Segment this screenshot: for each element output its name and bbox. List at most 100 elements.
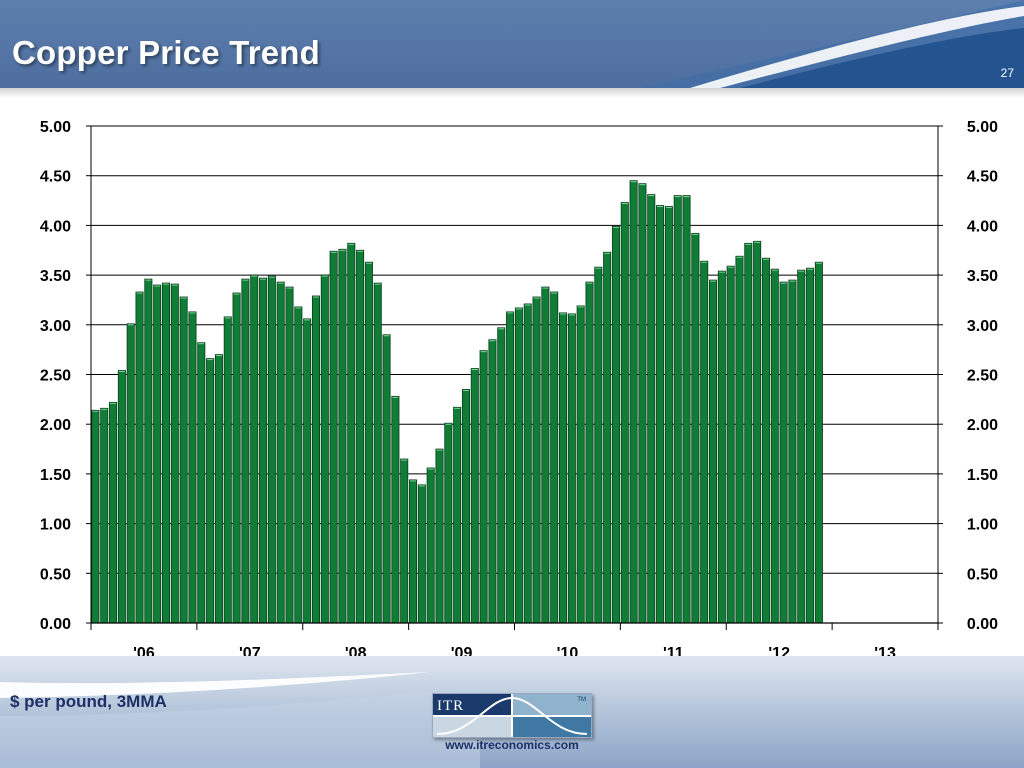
bar (735, 255, 744, 624)
y-tick-label-left: 0.00 (40, 616, 71, 633)
bar (188, 311, 197, 624)
copper-price-bar-chart: 0.00 0.50 1.00 1.50 2.00 2.50 3.00 3.50 4.00 4.50… (40, 119, 998, 662)
bar (135, 291, 144, 624)
bar (603, 251, 612, 624)
y-tick-label-right: 4.50 (967, 169, 998, 186)
bar (532, 296, 541, 624)
bar (691, 232, 700, 624)
y-tick-label-right: 5.00 (967, 119, 998, 136)
bar (417, 484, 426, 624)
bar (223, 316, 232, 624)
bar (206, 358, 215, 624)
bar (400, 458, 409, 624)
y-axis-left-labels: 0.00 0.50 1.00 1.50 2.00 2.50 3.00 3.50 4.00 4.50… (40, 119, 71, 633)
bar (214, 354, 223, 624)
bar (753, 240, 762, 624)
bar (708, 279, 718, 624)
bar (453, 406, 462, 624)
bar-series (91, 180, 823, 624)
bar (700, 260, 709, 624)
y-tick-label-right: 0.50 (967, 566, 998, 583)
bar (153, 284, 162, 624)
bar (126, 323, 135, 624)
bar (426, 467, 435, 624)
bar (444, 422, 453, 624)
bar (100, 407, 109, 624)
bar (117, 370, 126, 624)
bar (488, 339, 497, 624)
bar (303, 318, 312, 624)
bar (638, 183, 647, 624)
bar (550, 291, 559, 624)
slide-title: Copper Price Trend (12, 34, 321, 71)
bar (761, 257, 770, 624)
slide-footer: $ per pound, 3MMA ITR TM www.itreconomic… (0, 656, 1024, 768)
y-tick-label-left: 2.00 (40, 417, 71, 434)
footer-swoosh-decoration (0, 672, 480, 768)
logo-text: ITR (437, 698, 465, 714)
bar (373, 282, 382, 624)
bar (391, 395, 400, 624)
y-axis-right-labels: 0.00 0.50 1.00 1.50 2.00 2.50 3.00 3.50 4.00 4.50… (967, 119, 998, 633)
bar (91, 409, 100, 624)
bar (744, 242, 753, 624)
y-tick-label-left: 4.50 (40, 169, 71, 186)
y-tick-label-left: 2.50 (40, 368, 71, 385)
bar (364, 261, 373, 624)
bar (559, 312, 568, 624)
logo-trademark: TM (577, 697, 586, 703)
y-tick-label-left: 1.50 (40, 467, 71, 484)
y-tick-label-right: 0.00 (967, 616, 998, 633)
bar (294, 306, 303, 624)
bar (585, 281, 594, 624)
bar (409, 479, 418, 624)
bar (347, 242, 356, 624)
y-tick-label-left: 3.50 (40, 268, 71, 285)
itr-logo: ITR TM (432, 693, 592, 738)
page-number: 27 (1000, 66, 1014, 80)
bar (267, 275, 276, 624)
bar (259, 277, 268, 624)
bar (726, 265, 735, 624)
bar (682, 195, 691, 624)
bar (779, 281, 788, 624)
bar (629, 180, 638, 624)
bar (506, 311, 515, 624)
bar (320, 274, 329, 624)
bar (470, 368, 479, 624)
y-tick-label-left: 1.00 (40, 517, 71, 534)
y-tick-label-right: 3.00 (967, 318, 998, 335)
bar (770, 268, 779, 624)
bar (329, 250, 338, 624)
y-tick-label-right: 2.50 (967, 368, 998, 385)
bar (576, 305, 585, 624)
y-tick-label-right: 4.00 (967, 218, 998, 235)
header-swoosh-decoration (640, 0, 1024, 88)
y-tick-label-right: 1.50 (967, 467, 998, 484)
bar (197, 342, 206, 624)
bar (382, 334, 391, 624)
bar (161, 282, 171, 624)
bar (109, 401, 118, 624)
bar (170, 283, 179, 624)
bar (461, 389, 470, 624)
bar (179, 296, 188, 624)
bar (797, 269, 806, 624)
website-link[interactable]: www.itreconomics.com (445, 738, 579, 752)
bar (497, 327, 506, 624)
axes (86, 125, 943, 630)
bar (338, 248, 347, 624)
bar (514, 307, 523, 624)
bar (594, 266, 603, 624)
bar (611, 225, 620, 624)
bar (788, 279, 797, 624)
y-tick-label-left: 4.00 (40, 218, 71, 235)
bar (241, 278, 250, 624)
bar (285, 286, 294, 624)
bar (567, 313, 576, 624)
bar (144, 278, 153, 624)
bar (647, 194, 656, 624)
bar (664, 206, 673, 624)
bar (250, 274, 259, 624)
bar (806, 267, 815, 624)
